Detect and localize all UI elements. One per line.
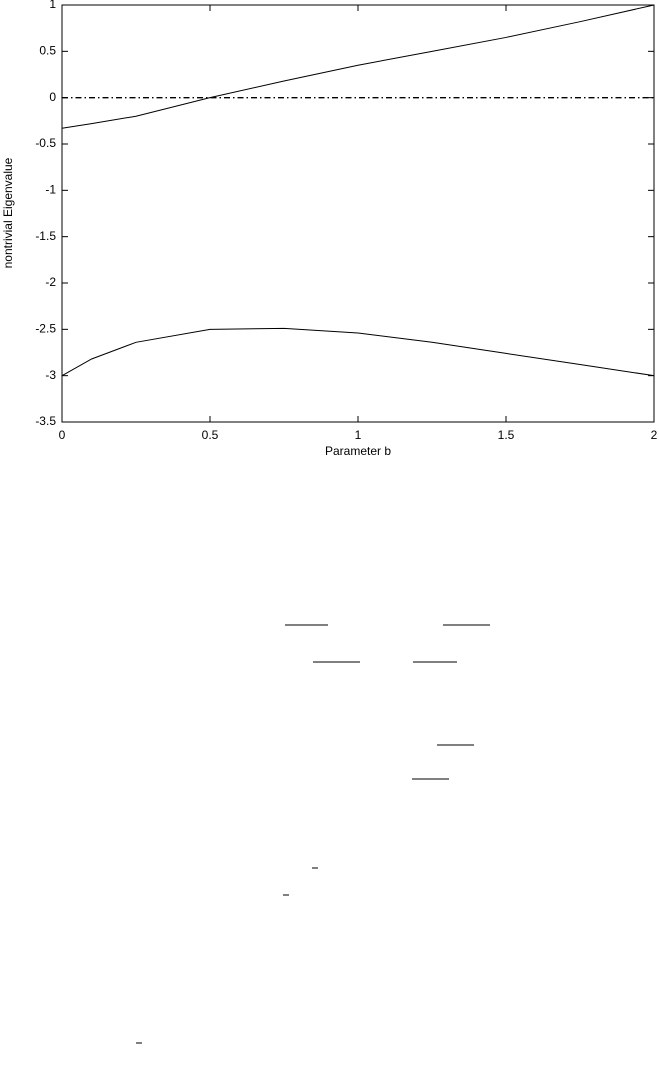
y-tick-label: 0: [49, 90, 56, 104]
x-tick-label: 2: [651, 428, 658, 442]
y-tick-label: -0.5: [35, 136, 56, 150]
x-tick-label: 0.5: [202, 428, 219, 442]
y-tick-label: 0.5: [39, 44, 56, 58]
y-tick-label: -1: [45, 183, 56, 197]
x-tick-label: 1: [355, 428, 362, 442]
x-tick-label: 0: [59, 428, 66, 442]
y-tick-label: -3.5: [35, 414, 56, 428]
stray-rules: [136, 624, 490, 1044]
y-tick-label: 1: [49, 0, 56, 11]
y-tick-label: -2: [45, 275, 56, 289]
y-tick-label: -3: [45, 368, 56, 382]
series-line: [61, 4, 655, 129]
y-axis-label: nontrivial Eigenvalue: [1, 157, 15, 268]
x-tick-label: 1.5: [498, 428, 515, 442]
plot-frame: [61, 4, 655, 423]
y-tick-label: -2.5: [35, 322, 56, 336]
x-axis-label: Parameter b: [325, 444, 391, 458]
series-line: [61, 327, 655, 377]
y-tick-label: -1.5: [35, 229, 56, 243]
